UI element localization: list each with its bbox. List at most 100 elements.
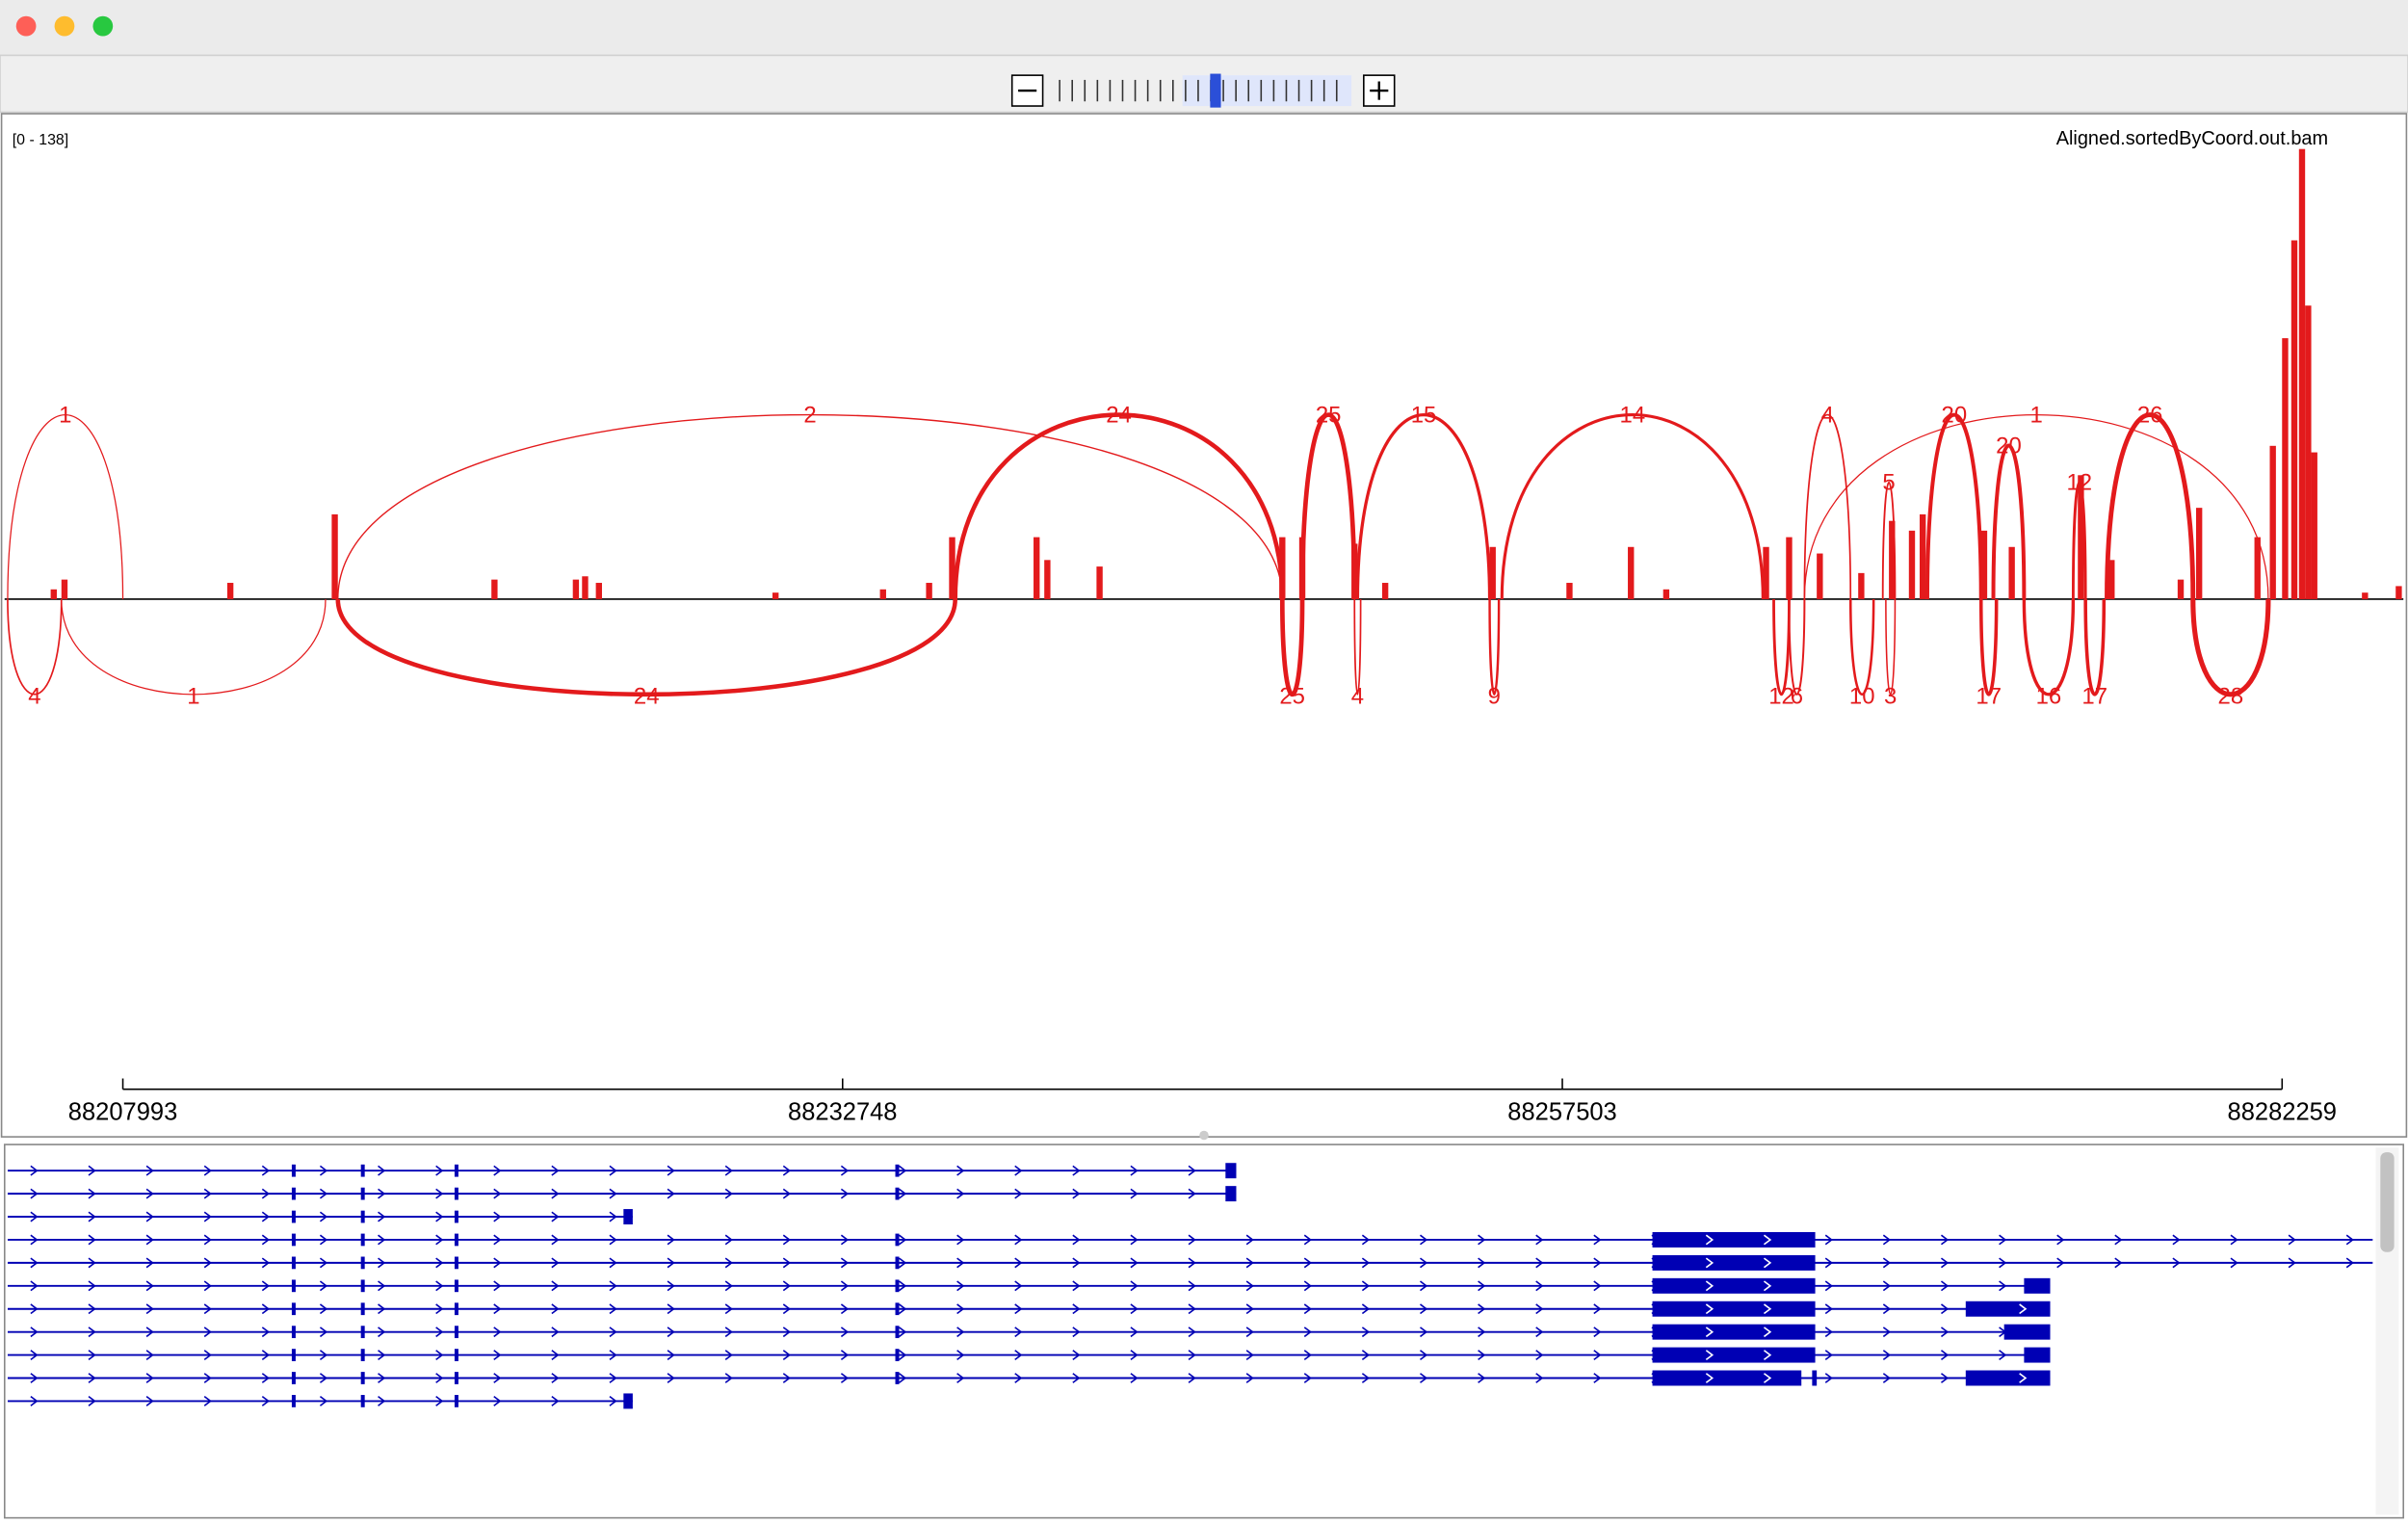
strand-chevron bbox=[319, 1188, 328, 1199]
scrollbar-thumb[interactable] bbox=[2380, 1152, 2395, 1252]
coverage-bar bbox=[879, 589, 886, 599]
strand-chevron bbox=[203, 1234, 212, 1246]
exon bbox=[2024, 1347, 2051, 1363]
strand-chevron bbox=[319, 1327, 328, 1338]
strand-chevron bbox=[1763, 1303, 1772, 1315]
coverage-bar bbox=[1662, 589, 1670, 599]
strand-chevron bbox=[145, 1395, 154, 1406]
strand-chevron bbox=[435, 1257, 444, 1269]
junction-arc bbox=[2071, 481, 2087, 599]
exon bbox=[360, 1187, 365, 1200]
exon bbox=[895, 1164, 900, 1177]
minimize-button[interactable] bbox=[54, 15, 75, 37]
exon bbox=[895, 1349, 900, 1361]
exon bbox=[454, 1210, 458, 1223]
strand-chevron bbox=[2019, 1373, 2028, 1383]
junction-arc bbox=[1885, 598, 1897, 696]
strand-chevron bbox=[840, 1303, 850, 1315]
strand-chevron bbox=[88, 1395, 96, 1406]
strand-chevron bbox=[261, 1165, 271, 1176]
strand-chevron bbox=[899, 1350, 907, 1360]
strand-chevron bbox=[667, 1327, 675, 1338]
strand-chevron bbox=[956, 1234, 965, 1246]
strand-chevron bbox=[1072, 1234, 1081, 1246]
strand-chevron bbox=[667, 1257, 675, 1269]
coverage-bar bbox=[1786, 537, 1793, 599]
strand-chevron bbox=[1999, 1234, 2007, 1246]
splitter-handle[interactable] bbox=[1199, 1130, 1209, 1141]
strand-chevron bbox=[1188, 1257, 1196, 1269]
strand-chevron bbox=[1130, 1303, 1139, 1315]
strand-chevron bbox=[782, 1257, 792, 1269]
strand-chevron bbox=[435, 1234, 444, 1246]
exon bbox=[360, 1395, 365, 1407]
exon bbox=[1225, 1186, 1237, 1202]
strand-chevron bbox=[667, 1303, 675, 1315]
axis-tick-label: 88257503 bbox=[1507, 1099, 1616, 1126]
strand-chevron bbox=[378, 1350, 386, 1360]
strand-chevron bbox=[1593, 1303, 1602, 1315]
coverage-bar bbox=[226, 583, 234, 599]
maximize-button[interactable] bbox=[92, 15, 114, 37]
zoom-widget[interactable] bbox=[1010, 73, 1396, 108]
exon bbox=[454, 1164, 458, 1177]
close-button[interactable] bbox=[15, 15, 37, 37]
strand-chevron bbox=[1882, 1280, 1892, 1292]
junction-arc bbox=[1353, 598, 1362, 696]
strand-chevron bbox=[1478, 1280, 1486, 1292]
strand-chevron bbox=[493, 1303, 502, 1315]
exon bbox=[1812, 1370, 1818, 1386]
strand-chevron bbox=[956, 1257, 965, 1269]
strand-chevron bbox=[667, 1234, 675, 1246]
exon bbox=[291, 1279, 296, 1293]
strand-chevron bbox=[1824, 1257, 1833, 1269]
coverage-bar bbox=[926, 583, 932, 599]
strand-chevron bbox=[1130, 1257, 1139, 1269]
strand-chevron bbox=[1361, 1327, 1371, 1338]
strand-chevron bbox=[1130, 1327, 1139, 1338]
strand-chevron bbox=[1420, 1234, 1428, 1246]
strand-chevron bbox=[1824, 1327, 1833, 1338]
exon bbox=[1965, 1301, 2051, 1317]
exon bbox=[1965, 1370, 2051, 1386]
exon bbox=[1652, 1254, 1816, 1271]
strand-chevron bbox=[2114, 1257, 2123, 1269]
exon bbox=[291, 1187, 296, 1200]
junction-arc bbox=[1991, 443, 2027, 599]
strand-chevron bbox=[724, 1303, 733, 1315]
strand-chevron bbox=[899, 1257, 907, 1269]
zoom-thumb[interactable] bbox=[1210, 73, 1221, 108]
exon bbox=[360, 1279, 365, 1293]
strand-chevron bbox=[1420, 1303, 1428, 1315]
strand-chevron bbox=[1014, 1165, 1023, 1176]
sashimi-panel bbox=[0, 113, 2408, 1138]
strand-chevron bbox=[145, 1257, 154, 1269]
strand-chevron bbox=[782, 1303, 792, 1315]
exon bbox=[454, 1256, 458, 1270]
strand-chevron bbox=[1014, 1234, 1023, 1246]
strand-chevron bbox=[724, 1188, 733, 1199]
junction-count: 4 bbox=[1351, 683, 1364, 709]
coverage-bar bbox=[2254, 537, 2261, 599]
strand-chevron bbox=[1072, 1350, 1081, 1360]
strand-chevron bbox=[1535, 1280, 1544, 1292]
strand-chevron bbox=[1882, 1327, 1892, 1338]
exon bbox=[360, 1349, 365, 1361]
strand-chevron bbox=[30, 1350, 39, 1360]
strand-chevron bbox=[1593, 1234, 1602, 1246]
strand-chevron bbox=[203, 1165, 212, 1176]
exon bbox=[454, 1279, 458, 1293]
strand-chevron bbox=[378, 1257, 386, 1269]
strand-chevron bbox=[667, 1280, 675, 1292]
strand-chevron bbox=[782, 1165, 792, 1176]
exon bbox=[360, 1326, 365, 1339]
junction-arc bbox=[1803, 413, 1852, 599]
strand-chevron bbox=[1593, 1257, 1602, 1269]
junction-arc bbox=[337, 414, 1284, 599]
strand-chevron bbox=[1763, 1327, 1772, 1338]
strand-chevron bbox=[609, 1188, 617, 1199]
coverage-bar bbox=[1034, 537, 1040, 599]
strand-chevron bbox=[493, 1395, 502, 1406]
strand-chevron bbox=[203, 1395, 212, 1406]
strand-chevron bbox=[551, 1327, 560, 1338]
